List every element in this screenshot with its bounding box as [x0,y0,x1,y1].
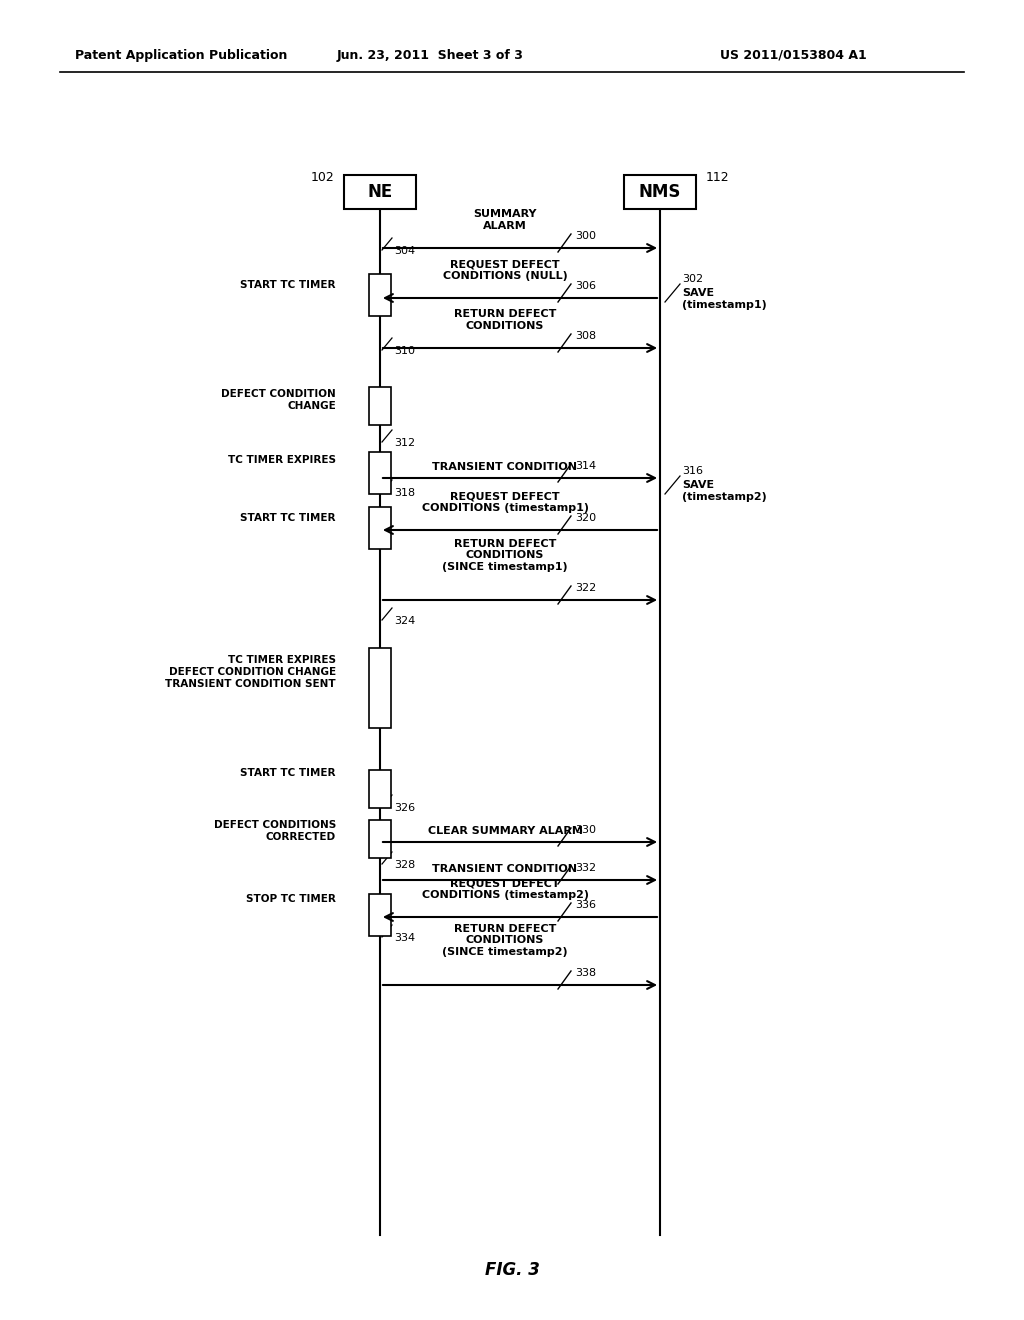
Text: NE: NE [368,183,392,201]
Text: 308: 308 [575,331,596,341]
Text: 322: 322 [575,583,596,593]
Text: REQUEST DEFECT
CONDITIONS (NULL): REQUEST DEFECT CONDITIONS (NULL) [442,260,567,281]
Text: SUMMARY
ALARM: SUMMARY ALARM [473,210,537,231]
Text: SAVE
(timestamp1): SAVE (timestamp1) [682,288,767,310]
Bar [369,507,391,549]
Text: REQUEST DEFECT
CONDITIONS (timestamp1): REQUEST DEFECT CONDITIONS (timestamp1) [422,491,589,513]
Text: TRANSIENT CONDITION: TRANSIENT CONDITION [432,462,578,473]
Text: FIG. 3: FIG. 3 [484,1261,540,1279]
Bar [369,648,391,729]
Text: 328: 328 [394,861,416,870]
Text: 102: 102 [310,172,334,183]
Text: US 2011/0153804 A1: US 2011/0153804 A1 [720,49,866,62]
Bar [344,176,416,209]
Text: 316: 316 [682,466,703,477]
Text: 306: 306 [575,281,596,290]
Text: 338: 338 [575,968,596,978]
Text: STOP TC TIMER: STOP TC TIMER [246,894,336,904]
Bar [369,820,391,858]
Text: RETURN DEFECT
CONDITIONS
(SINCE timestamp2): RETURN DEFECT CONDITIONS (SINCE timestam… [442,924,568,957]
Text: 336: 336 [575,900,596,909]
Text: 318: 318 [394,488,415,498]
Text: DEFECT CONDITION
CHANGE: DEFECT CONDITION CHANGE [221,389,336,411]
Text: 300: 300 [575,231,596,242]
Text: 334: 334 [394,933,415,942]
Text: TC TIMER EXPIRES: TC TIMER EXPIRES [228,455,336,465]
Text: 112: 112 [706,172,730,183]
Bar [369,894,391,936]
Text: Jun. 23, 2011  Sheet 3 of 3: Jun. 23, 2011 Sheet 3 of 3 [337,49,523,62]
Text: 310: 310 [394,346,415,356]
Text: 302: 302 [682,275,703,284]
Bar [369,451,391,494]
Text: SAVE
(timestamp2): SAVE (timestamp2) [682,480,767,502]
Bar [369,770,391,808]
Text: 314: 314 [575,461,596,471]
Text: NMS: NMS [639,183,681,201]
Text: 304: 304 [394,246,415,256]
Text: CLEAR SUMMARY ALARM: CLEAR SUMMARY ALARM [428,826,583,836]
Bar [369,387,391,425]
Bar [624,176,696,209]
Text: 320: 320 [575,513,596,523]
Text: START TC TIMER: START TC TIMER [241,513,336,523]
Text: RETURN DEFECT
CONDITIONS: RETURN DEFECT CONDITIONS [454,309,556,331]
Text: START TC TIMER: START TC TIMER [241,768,336,777]
Text: DEFECT CONDITIONS
CORRECTED: DEFECT CONDITIONS CORRECTED [214,820,336,842]
Text: REQUEST DEFECT
CONDITIONS (timestamp2): REQUEST DEFECT CONDITIONS (timestamp2) [422,878,589,900]
Text: 326: 326 [394,803,415,813]
Text: TC TIMER EXPIRES
DEFECT CONDITION CHANGE
TRANSIENT CONDITION SENT: TC TIMER EXPIRES DEFECT CONDITION CHANGE… [165,656,336,689]
Text: Patent Application Publication: Patent Application Publication [75,49,288,62]
Text: 330: 330 [575,825,596,836]
Text: TRANSIENT CONDITION: TRANSIENT CONDITION [432,865,578,874]
Text: START TC TIMER: START TC TIMER [241,280,336,290]
Text: RETURN DEFECT
CONDITIONS
(SINCE timestamp1): RETURN DEFECT CONDITIONS (SINCE timestam… [442,539,568,572]
Text: 324: 324 [394,616,416,626]
Text: 312: 312 [394,438,415,447]
Bar [369,275,391,315]
Text: 332: 332 [575,863,596,873]
